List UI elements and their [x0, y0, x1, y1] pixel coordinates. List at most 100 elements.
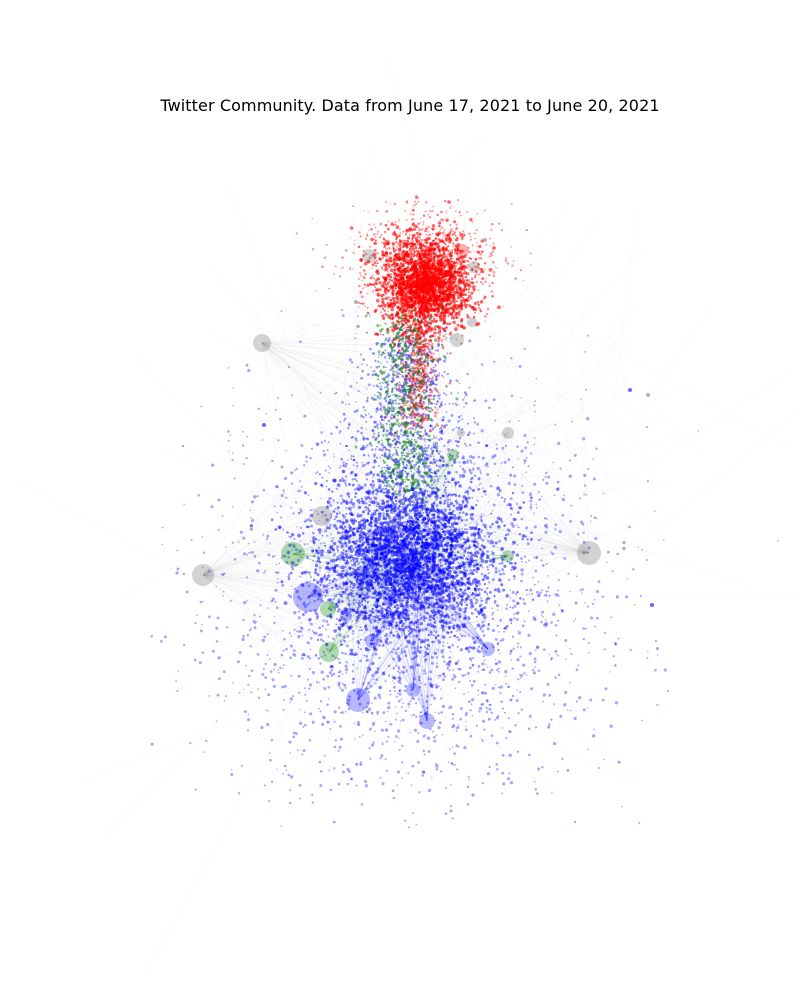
- node-blue-core: [361, 601, 363, 603]
- node-blue: [319, 566, 322, 569]
- node-blue: [444, 676, 446, 678]
- node-blue: [563, 495, 565, 497]
- node-blue: [266, 710, 268, 712]
- node-blue: [339, 661, 342, 664]
- node-blue: [281, 466, 284, 469]
- node-blue-core: [308, 526, 310, 528]
- node-blue: [271, 678, 274, 681]
- node-blue: [618, 637, 620, 639]
- node-blue: [483, 729, 485, 731]
- node-blue-core: [463, 566, 465, 568]
- node-blue-core: [342, 464, 345, 467]
- node-blue: [410, 636, 412, 638]
- hub-edge: [262, 343, 279, 493]
- node-blue: [587, 335, 589, 337]
- node-blue: [364, 463, 366, 465]
- node-blue: [295, 501, 297, 503]
- node-blue: [421, 694, 423, 696]
- node-blue-core: [351, 499, 353, 501]
- edge: [102, 579, 362, 838]
- node-blue: [505, 608, 508, 611]
- node-blue: [543, 648, 546, 651]
- node-blue: [398, 668, 400, 670]
- node-blue-core: [362, 536, 365, 539]
- node-blue: [327, 623, 329, 625]
- node-blue: [460, 648, 463, 651]
- node-blue-core: [453, 505, 456, 508]
- node-blue: [217, 694, 220, 697]
- node-blue: [548, 694, 551, 697]
- node-blue-core: [445, 509, 447, 511]
- node-blue: [497, 715, 499, 717]
- node-blue: [584, 628, 586, 630]
- node-blue: [369, 747, 371, 749]
- node-blue: [379, 402, 382, 405]
- node-blue: [579, 497, 581, 499]
- node-blue: [584, 484, 586, 486]
- node-blue: [456, 768, 458, 770]
- node-blue: [491, 551, 493, 553]
- node-blue: [520, 580, 523, 583]
- node-blue: [504, 670, 507, 673]
- node-blue: [516, 689, 518, 691]
- node-blue: [301, 627, 304, 630]
- node-blue: [416, 740, 419, 743]
- node-blue-core: [406, 614, 410, 618]
- node-blue-core: [378, 605, 380, 607]
- node-blue: [380, 757, 382, 759]
- node-blue: [263, 534, 265, 536]
- node-blue: [222, 515, 224, 517]
- node-blue: [504, 712, 506, 714]
- node-blue: [374, 697, 377, 700]
- node-blue: [410, 700, 412, 702]
- node-blue: [630, 649, 632, 651]
- node-blue-core: [369, 669, 371, 671]
- node-blue: [415, 716, 417, 718]
- node-blue: [431, 694, 434, 697]
- node-blue-core: [322, 535, 324, 537]
- node-blue: [382, 782, 385, 785]
- node-blue: [379, 397, 382, 400]
- node-blue: [554, 524, 557, 527]
- node-blue: [324, 755, 326, 757]
- node-blue: [604, 687, 607, 690]
- node-blue: [355, 439, 358, 442]
- node-blue: [626, 578, 627, 579]
- node-blue-core: [427, 580, 429, 582]
- node-blue: [299, 798, 301, 800]
- node-blue: [480, 472, 482, 474]
- node-blue: [323, 592, 325, 594]
- node-blue: [356, 626, 357, 627]
- node-blue: [532, 669, 534, 671]
- node-blue: [320, 710, 322, 712]
- node-blue: [452, 718, 454, 720]
- node-blue: [528, 754, 531, 757]
- node-blue: [338, 783, 341, 786]
- node-blue: [553, 703, 555, 705]
- node-blue: [304, 724, 307, 727]
- node-blue-core: [354, 553, 357, 556]
- node-blue: [582, 437, 585, 440]
- node-blue: [423, 750, 425, 752]
- node-blue: [230, 773, 233, 776]
- node-blue: [297, 749, 299, 751]
- node-blue: [419, 665, 420, 666]
- node-blue-core: [468, 546, 471, 549]
- node-blue: [526, 675, 527, 676]
- node-blue: [544, 531, 547, 534]
- node-blue-core: [342, 479, 345, 482]
- node-blue: [428, 601, 430, 603]
- node-blue-core: [341, 566, 345, 570]
- node-blue: [333, 454, 335, 456]
- node-blue: [299, 508, 301, 510]
- node-blue-core: [334, 595, 336, 597]
- node-blue: [510, 659, 512, 661]
- node-blue: [312, 721, 315, 724]
- node-blue: [391, 630, 393, 632]
- node-blue: [561, 758, 563, 760]
- node-blue-core: [469, 599, 472, 602]
- node-blue: [355, 622, 356, 623]
- node-blue: [437, 478, 439, 480]
- node-blue: [486, 699, 488, 701]
- node-blue: [505, 737, 507, 739]
